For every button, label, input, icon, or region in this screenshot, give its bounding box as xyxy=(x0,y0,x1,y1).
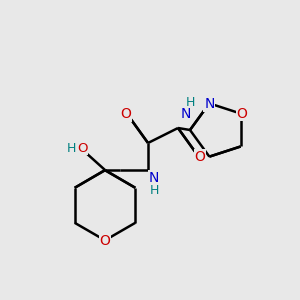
Text: O: O xyxy=(77,142,87,154)
Text: H: H xyxy=(149,184,159,196)
Text: O: O xyxy=(195,150,206,164)
Text: O: O xyxy=(100,234,110,248)
Text: O: O xyxy=(121,107,131,121)
Text: H: H xyxy=(185,97,195,110)
Text: N: N xyxy=(181,107,191,121)
Text: N: N xyxy=(149,171,159,185)
Text: O: O xyxy=(236,106,247,121)
Text: H: H xyxy=(66,142,76,154)
Text: N: N xyxy=(204,98,214,111)
